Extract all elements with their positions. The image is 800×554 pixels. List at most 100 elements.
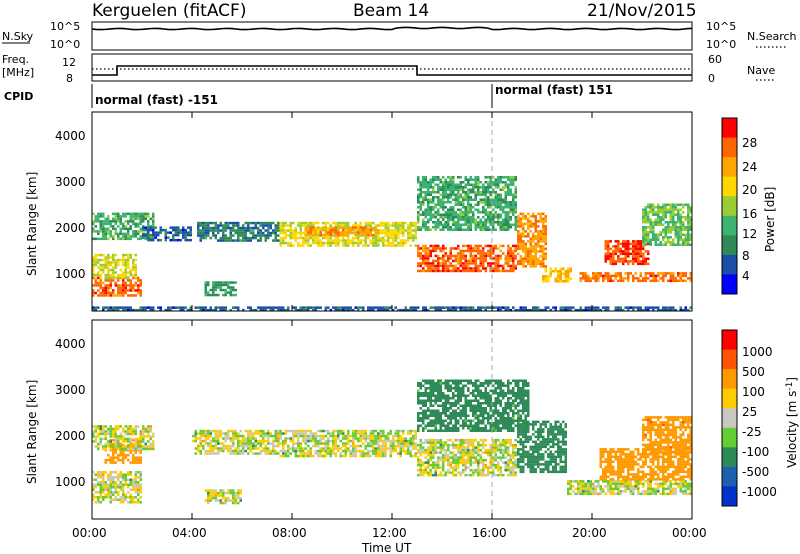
heatmap-cell bbox=[214, 439, 217, 443]
heatmap-cell bbox=[242, 442, 245, 445]
heatmap-cell bbox=[534, 255, 537, 258]
heatmap-cell bbox=[369, 454, 372, 458]
heatmap-cell bbox=[499, 201, 502, 204]
heatmap-cell bbox=[364, 452, 367, 455]
heatmap-cell bbox=[232, 288, 235, 292]
heatmap-cell bbox=[462, 198, 465, 201]
heatmap-cell bbox=[402, 437, 405, 440]
heatmap-cell bbox=[362, 429, 365, 433]
heatmap-cell bbox=[477, 257, 480, 260]
heatmap-cell bbox=[457, 259, 460, 263]
heatmap-cell bbox=[94, 258, 97, 262]
heatmap-cell bbox=[652, 233, 655, 236]
heatmap-cell bbox=[104, 258, 107, 262]
heatmap-cell bbox=[329, 233, 332, 237]
heatmap-cell bbox=[617, 245, 620, 248]
heatmap-cell bbox=[199, 437, 202, 440]
heatmap-cell bbox=[432, 176, 435, 179]
heatmap-cell bbox=[522, 230, 525, 233]
heatmap-cell bbox=[504, 191, 507, 194]
heatmap-cell bbox=[422, 468, 425, 472]
heatmap-cell bbox=[262, 221, 265, 225]
heatmap-cell bbox=[409, 439, 412, 443]
heatmap-cell bbox=[519, 235, 522, 238]
heatmap-cell bbox=[434, 203, 437, 206]
heatmap-cell bbox=[522, 240, 525, 243]
heatmap-cell bbox=[464, 244, 467, 248]
heatmap-cell bbox=[429, 178, 432, 181]
heatmap-cell bbox=[199, 229, 202, 232]
nsky-trace bbox=[91, 26, 693, 31]
heatmap-cell bbox=[127, 458, 130, 462]
heatmap-cell bbox=[207, 231, 210, 235]
heatmap-cell bbox=[437, 221, 440, 224]
heatmap-cell bbox=[94, 501, 97, 504]
heatmap-cell bbox=[644, 211, 647, 214]
heatmap-cell bbox=[454, 306, 457, 309]
heatmap-cell bbox=[589, 306, 592, 309]
heatmap-cell bbox=[497, 196, 500, 199]
heatmap-cell bbox=[482, 223, 485, 226]
heatmap-cell bbox=[487, 198, 490, 201]
heatmap-cell bbox=[469, 458, 472, 462]
heatmap-cell bbox=[509, 249, 512, 253]
heatmap-cell bbox=[507, 249, 510, 253]
heatmap-cell bbox=[657, 223, 660, 226]
heatmap-cell bbox=[399, 226, 402, 230]
heatmap-cell bbox=[462, 213, 465, 216]
power-cbar-tick-28: 28 bbox=[742, 136, 757, 150]
heatmap-cell bbox=[479, 211, 482, 214]
heatmap-cell bbox=[674, 226, 677, 229]
heatmap-cell bbox=[259, 224, 262, 227]
heatmap-cell bbox=[379, 447, 382, 450]
heatmap-cell bbox=[489, 186, 492, 189]
heatmap-cell bbox=[139, 291, 142, 295]
heatmap-cell bbox=[314, 236, 317, 240]
heatmap-cell bbox=[602, 306, 605, 309]
heatmap-cell bbox=[377, 437, 380, 440]
heatmap-cell bbox=[214, 452, 217, 455]
heatmap-cell bbox=[112, 289, 115, 292]
heatmap-cell bbox=[627, 277, 630, 280]
heatmap-cell bbox=[124, 456, 127, 459]
heatmap-cell bbox=[612, 250, 615, 253]
heatmap-cell bbox=[402, 241, 405, 245]
heatmap-cell bbox=[134, 496, 137, 499]
heatmap-cell bbox=[434, 226, 437, 229]
heatmap-cell bbox=[669, 272, 672, 275]
heatmap-cell bbox=[662, 223, 665, 226]
heatmap-cell bbox=[224, 226, 227, 230]
heatmap-cell bbox=[474, 254, 477, 258]
heatmap-cell bbox=[454, 196, 457, 199]
heatmap-cell bbox=[682, 221, 685, 224]
heatmap-cell bbox=[447, 471, 450, 474]
heatmap-cell bbox=[494, 254, 497, 258]
heatmap-cell bbox=[297, 442, 300, 445]
heatmap-cell bbox=[207, 293, 210, 297]
heatmap-cell bbox=[94, 284, 97, 287]
heatmap-cell bbox=[132, 442, 135, 446]
heatmap-cell bbox=[477, 247, 480, 250]
heatmap-cell bbox=[347, 241, 350, 245]
heatmap-cell bbox=[594, 279, 597, 283]
heatmap-cell bbox=[457, 438, 460, 442]
heatmap-cell bbox=[227, 226, 230, 230]
heatmap-cell bbox=[492, 223, 495, 226]
heatmap-cell bbox=[662, 203, 665, 206]
heatmap-cell bbox=[257, 231, 260, 235]
heatmap-cell bbox=[647, 211, 650, 214]
heatmap-cell bbox=[254, 221, 257, 225]
heatmap-cell bbox=[382, 432, 385, 435]
heatmap-cell bbox=[127, 471, 130, 474]
heatmap-cell bbox=[92, 261, 95, 264]
heatmap-cell bbox=[477, 181, 480, 184]
heatmap-cell bbox=[597, 279, 600, 283]
heatmap-cell bbox=[299, 226, 302, 230]
heatmap-cell bbox=[179, 306, 182, 309]
heatmap-cell bbox=[372, 444, 375, 448]
heatmap-cell bbox=[664, 221, 667, 224]
heatmap-cell bbox=[357, 226, 360, 230]
heatmap-cell bbox=[174, 226, 177, 229]
heatmap-cell bbox=[159, 226, 162, 229]
heatmap-cell bbox=[302, 429, 305, 433]
